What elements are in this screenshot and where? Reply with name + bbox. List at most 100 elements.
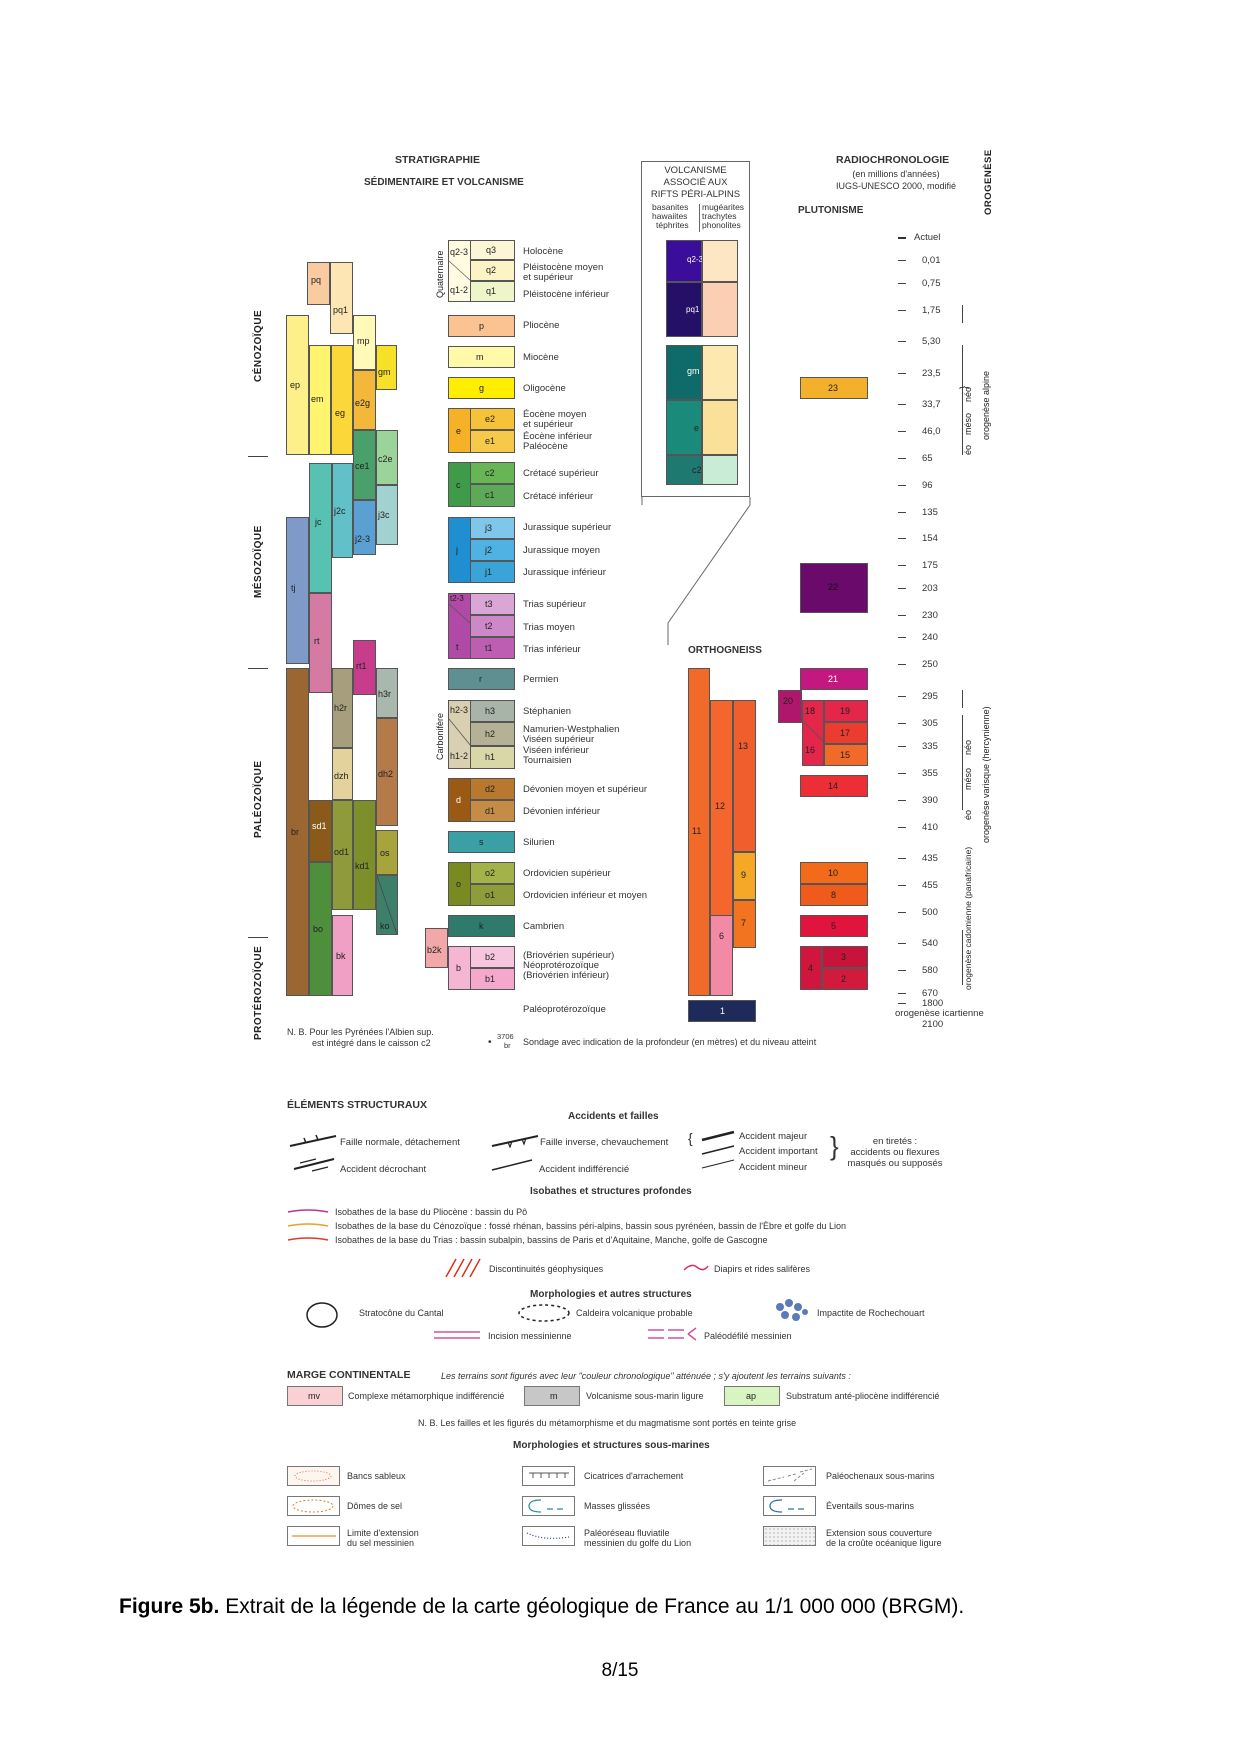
block-bo: bo — [309, 862, 332, 996]
stage-stephanien: Stéphanien — [523, 706, 572, 717]
stage-ordovicien-inf: Ordovicien inférieur et moyen — [523, 890, 648, 901]
extension-label-2: de la croûte océanique ligure — [826, 1538, 942, 1548]
tiretes-2: accidents ou flexures — [850, 1147, 940, 1158]
marge-nb: N. B. Les failles et les figurés du méta… — [418, 1418, 797, 1428]
orogeny-bracket — [962, 930, 963, 985]
block-5: 5 — [800, 915, 868, 937]
block-b1: b1 — [470, 968, 515, 990]
block-t1: t1 — [470, 637, 515, 659]
block-m: m — [448, 346, 515, 368]
volc-left-3: téphrites — [656, 220, 689, 230]
age-label: 250 — [922, 659, 938, 670]
stage-eocene-moyen-2: et supérieur — [523, 419, 574, 430]
block-b2k: b2k — [425, 928, 448, 968]
age-tick — [898, 637, 906, 638]
block-13: 13 — [733, 700, 756, 852]
orogeny-bracket — [962, 690, 963, 708]
isobathes-icon — [287, 1209, 329, 1241]
block-18: 18 16 — [802, 700, 824, 766]
bancs-box — [287, 1466, 340, 1486]
stratocone-label: Stratocône du Cantal — [359, 1308, 444, 1318]
block-eg: eg — [331, 345, 353, 455]
age-label: 5,30 — [922, 336, 941, 347]
block-pq: pq — [307, 262, 330, 305]
paleoreseau-label-1: Paléoréseau fluviatile — [584, 1528, 670, 1538]
block-tj: tj — [286, 517, 309, 664]
diapirs-label: Diapirs et rides salifères — [714, 1264, 811, 1274]
legend-ap-code: ap — [746, 1391, 757, 1401]
block-volc-e-right — [702, 400, 738, 455]
bancs-label: Bancs sableux — [347, 1471, 406, 1481]
stage-eocene-moyen: Éocène moyen — [523, 409, 587, 420]
age-tick — [898, 800, 906, 801]
age-label: 154 — [922, 533, 938, 544]
age-tick — [898, 773, 906, 774]
cicatrices-pattern — [529, 1472, 569, 1478]
age-label: 230 — [922, 610, 938, 621]
orogeny-neo-alpine: néo — [963, 386, 973, 402]
age-tick — [898, 310, 906, 311]
block-gm: gm — [376, 345, 397, 390]
age-tick — [898, 1003, 906, 1004]
block-mp: mp — [353, 315, 376, 370]
legend-mv-code: mv — [308, 1391, 320, 1401]
block-15: 15 — [824, 744, 868, 766]
age-tick — [898, 341, 906, 342]
structural-title: ÉLÉMENTS STRUCTURAUX — [287, 1099, 428, 1111]
stage-oligocene: Oligocène — [523, 383, 566, 394]
caldeira-icon — [518, 1304, 570, 1322]
decrochant-label: Accident décrochant — [340, 1164, 427, 1175]
block-o2: o2 — [470, 862, 515, 884]
age-label: 2100 — [922, 1019, 944, 1030]
block-4: 4 — [800, 946, 822, 990]
age-label: 203 — [922, 583, 938, 594]
age-tick — [898, 565, 906, 566]
sondage-note: Sondage avec indication de la profondeur… — [523, 1037, 817, 1047]
age-label: 0,75 — [922, 278, 941, 289]
stage-trias-sup: Trias supérieur — [523, 599, 587, 610]
morphologies-title: Morphologies et autres structures — [530, 1289, 692, 1300]
age-tick — [898, 512, 906, 513]
limite-label-1: Limite d'extension — [347, 1528, 419, 1538]
orogeny-neo-varisque: néo — [963, 739, 973, 755]
accident-mineur-label: Accident mineur — [739, 1162, 808, 1173]
block-6: 6 — [710, 915, 733, 996]
caption-label: Figure 5b. — [119, 1595, 220, 1618]
block-c2e: c2e — [376, 430, 398, 485]
orogeny-eo-alpine: éo — [963, 444, 973, 455]
orogeny-cadomienne: orogenèse cadomienne (panafricaine) — [963, 846, 973, 990]
header-sedimentaire: SÉDIMENTAIRE ET VOLCANISME — [364, 177, 524, 188]
limite-pattern — [292, 1535, 336, 1537]
block-pq1: pq1 — [330, 262, 353, 334]
era-divider — [248, 456, 268, 457]
age-label: 295 — [922, 691, 938, 702]
paleoreseau-box — [522, 1526, 575, 1546]
block-kd1: kd1 — [353, 800, 376, 910]
block-2: 2 — [822, 968, 868, 990]
t-diagonal — [449, 603, 471, 625]
age-label: Actuel — [914, 232, 941, 243]
faille-inverse-icon — [491, 1135, 539, 1148]
block-em: em — [309, 345, 331, 455]
volc-left-2: hawaiites — [652, 211, 688, 221]
cicatrices-label: Cicatrices d'arrachement — [584, 1471, 684, 1481]
age-label: 410 — [922, 822, 938, 833]
caldeira-label: Caldeira volcanique probable — [576, 1308, 693, 1318]
domes-pattern — [292, 1499, 334, 1513]
block-9: 9 — [733, 852, 756, 900]
block-7: 7 — [733, 900, 756, 948]
block-os: os — [376, 830, 398, 875]
legend-mv-label: Complexe métamorphique indifférencié — [348, 1391, 505, 1401]
block-o1: o1 — [470, 884, 515, 906]
block-ko: ko — [376, 875, 398, 935]
masses-label: Masses glissées — [584, 1501, 651, 1511]
age-tick — [898, 373, 906, 374]
age-label: 1800 — [922, 998, 944, 1009]
block-volc-q2-3: q2-3 — [666, 240, 703, 282]
age-tick — [898, 885, 906, 886]
block-17: 17 — [824, 722, 868, 744]
era-paleozoique: PALÉOZOÏQUE — [253, 760, 264, 838]
eventails-box — [763, 1496, 816, 1516]
block-q3: q3 — [470, 240, 515, 260]
stage-cretace-inf: Crétacé inférieur — [523, 491, 594, 502]
